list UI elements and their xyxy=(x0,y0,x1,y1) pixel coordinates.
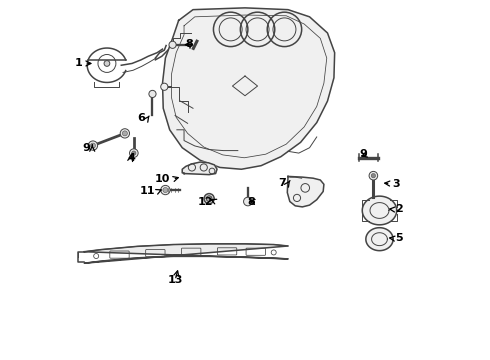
Text: 5: 5 xyxy=(395,233,403,243)
Circle shape xyxy=(161,83,168,90)
Polygon shape xyxy=(84,244,288,263)
Text: 3: 3 xyxy=(393,179,400,189)
Circle shape xyxy=(169,41,176,48)
Text: 11: 11 xyxy=(140,186,155,197)
Text: 10: 10 xyxy=(155,174,171,184)
Text: 2: 2 xyxy=(395,204,403,215)
Circle shape xyxy=(91,143,96,148)
Text: 4: 4 xyxy=(127,153,135,163)
Text: 13: 13 xyxy=(168,275,183,285)
Text: 12: 12 xyxy=(198,197,214,207)
Circle shape xyxy=(371,174,375,178)
Text: 7: 7 xyxy=(278,178,286,188)
Circle shape xyxy=(132,151,136,155)
Polygon shape xyxy=(163,8,335,169)
Circle shape xyxy=(163,188,168,193)
Circle shape xyxy=(369,171,378,180)
Circle shape xyxy=(204,194,214,204)
Circle shape xyxy=(206,196,212,202)
Circle shape xyxy=(244,197,252,206)
Polygon shape xyxy=(287,176,324,207)
Text: 1: 1 xyxy=(75,58,83,68)
Text: 8: 8 xyxy=(247,197,255,207)
Circle shape xyxy=(129,149,138,157)
Circle shape xyxy=(149,90,156,98)
Circle shape xyxy=(122,131,127,136)
Polygon shape xyxy=(362,196,397,225)
Polygon shape xyxy=(182,162,217,175)
Polygon shape xyxy=(366,228,393,251)
Text: 9: 9 xyxy=(359,149,367,159)
Text: 6: 6 xyxy=(137,113,146,123)
Circle shape xyxy=(120,129,129,138)
Circle shape xyxy=(161,185,170,195)
Circle shape xyxy=(104,60,110,66)
Text: 8: 8 xyxy=(185,40,193,49)
Circle shape xyxy=(88,141,98,150)
Text: 9: 9 xyxy=(82,143,90,153)
